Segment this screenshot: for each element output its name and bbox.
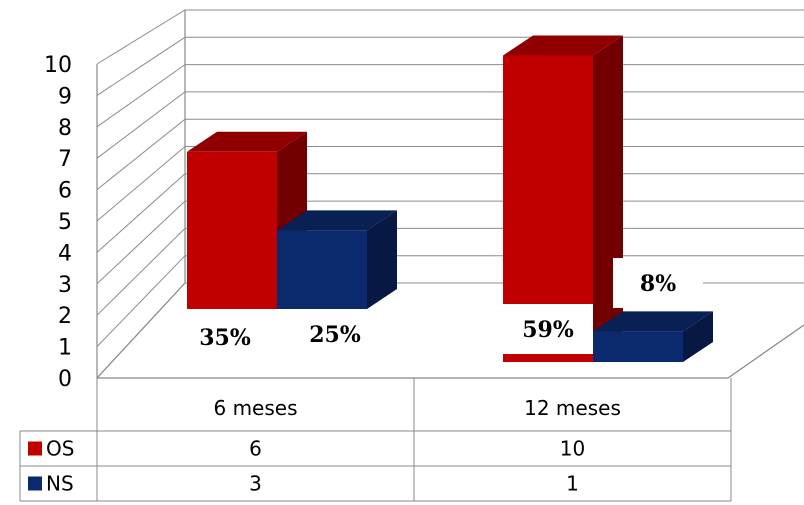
y-tick-label: 6 [58,179,72,204]
x-category-label: 6 meses [213,396,297,420]
y-axis-ticks: 0 1 2 3 4 5 6 7 8 9 10 [44,53,72,392]
y-tick-label: 0 [58,367,72,392]
bar-top [593,311,713,332]
percentage-labels: 35% 59% 25% 8% [180,258,703,362]
table-value: 3 [249,472,262,496]
y-tick-label: 5 [58,210,72,235]
floor-front-edge [97,324,804,379]
bar-ns-2 [593,311,713,362]
y-tick-label: 7 [58,147,72,172]
data-label-box [503,304,593,354]
bar-side [593,35,623,363]
legend-key-ns [28,476,42,491]
gridline [96,64,804,128]
y-tick-label: 4 [58,241,72,266]
data-label: 8% [640,271,676,297]
data-label-box [613,258,703,308]
x-category-label: 12 meses [524,396,621,420]
y-tick-label: 3 [58,273,72,298]
gridline [96,9,804,65]
bar-side [367,210,397,309]
legend-key-os [28,441,42,456]
bar-front [277,230,367,309]
data-label: 35% [199,325,251,351]
legend-name-ns: NS [46,472,74,496]
data-table: 6 meses 12 meses OS 6 10 NS 3 1 [19,378,732,502]
y-tick-label: 10 [44,53,72,78]
bar-front [593,331,683,362]
y-tick-label: 2 [58,304,72,329]
data-label: 25% [309,322,361,348]
bar-side [683,311,713,362]
bar-top [503,35,623,56]
gridline [96,36,804,96]
table-value: 10 [560,437,585,461]
bar-front [187,151,277,309]
bar-top [187,131,307,152]
table-value: 1 [566,472,579,496]
table-value: 6 [249,437,262,461]
y-tick-label: 8 [58,116,72,141]
data-label: 59% [522,317,574,343]
y-tick-label: 1 [58,336,72,361]
legend-name-os: OS [46,437,74,461]
y-tick-label: 9 [58,84,72,109]
data-label-box [290,309,380,359]
data-label-box [180,312,270,362]
bar-ns-1 [277,210,397,309]
bar-top [277,210,397,231]
